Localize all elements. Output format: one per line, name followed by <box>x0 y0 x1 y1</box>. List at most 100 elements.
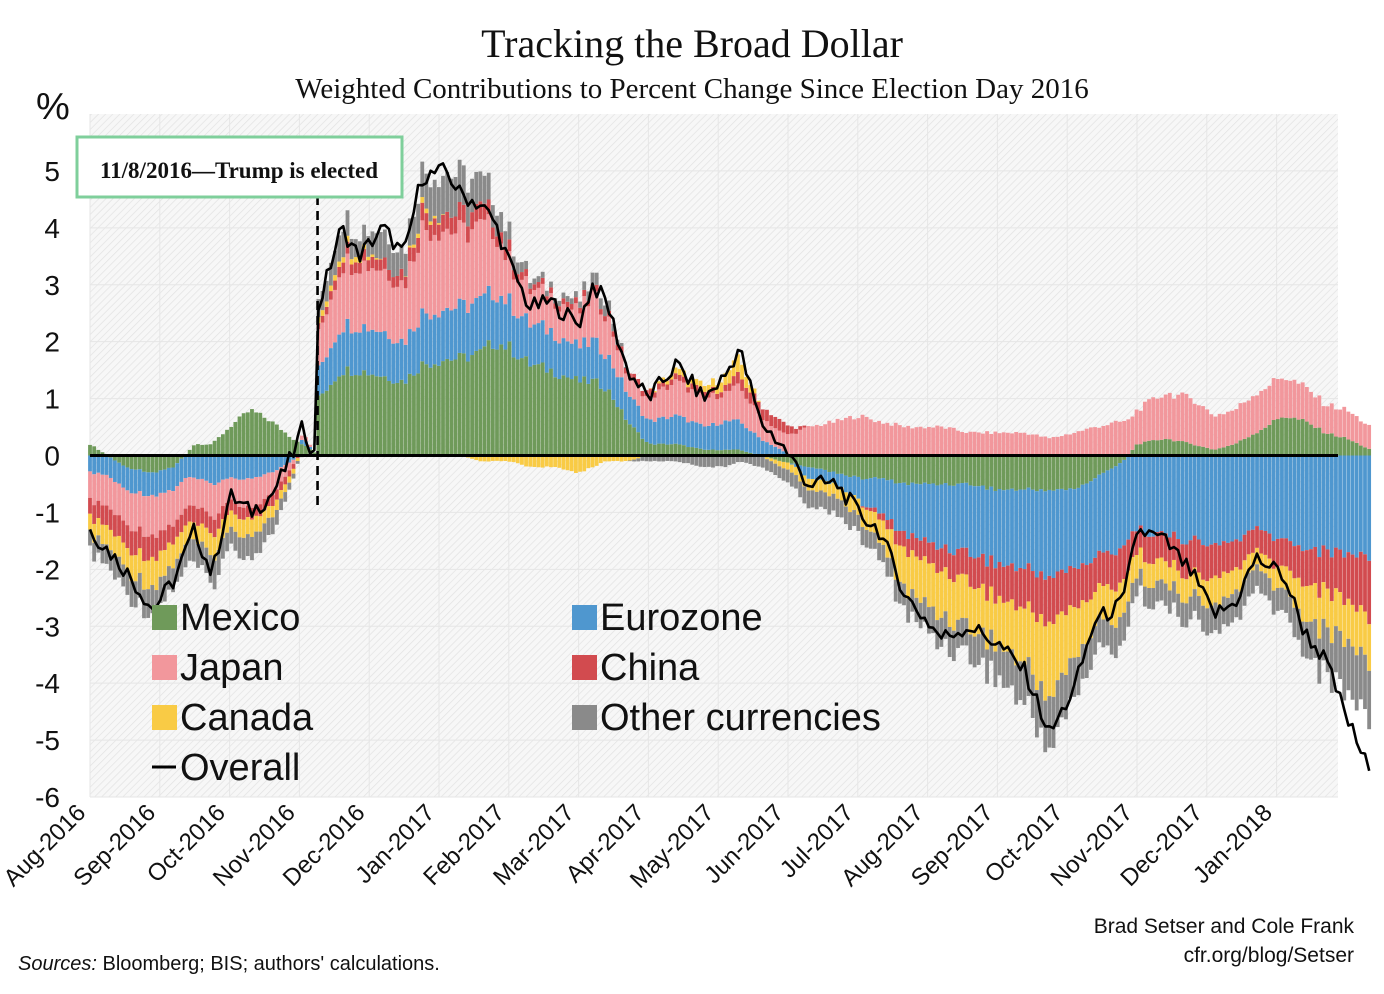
bar-segment-japan <box>528 294 533 328</box>
bar-segment-other-currencies <box>661 455 666 462</box>
bar-segment-mexico <box>466 361 470 456</box>
bar-segment-eurozone <box>702 426 707 450</box>
bar-segment-mexico <box>1342 436 1347 456</box>
bar-segment-china <box>528 288 533 295</box>
bar-segment-other-currencies <box>1047 696 1052 748</box>
bar-segment-canada <box>1309 585 1313 622</box>
bar-segment-canada <box>1039 614 1043 682</box>
bar-segment-other-currencies <box>968 634 973 665</box>
bar-segment-other-currencies <box>1026 657 1031 697</box>
bar-segment-canada <box>378 258 383 260</box>
bar-segment-eurozone <box>1084 483 1089 566</box>
bar-segment-mexico <box>731 449 736 456</box>
bar-segment-mexico <box>1055 455 1060 490</box>
bar-segment-mexico <box>843 455 848 476</box>
bar-segment-canada <box>270 506 275 518</box>
bar-segment-canada <box>711 378 715 387</box>
bar-segment-eurozone <box>395 343 400 383</box>
bar-segment-mexico <box>474 350 479 456</box>
bar-segment-canada <box>752 388 757 394</box>
bar-segment-other-currencies <box>960 617 965 646</box>
bar-segment-japan <box>171 491 175 527</box>
bar-segment-china <box>598 309 603 315</box>
bar-segment-canada <box>137 548 142 573</box>
bar-segment-canada <box>951 582 956 631</box>
bar-segment-other-currencies <box>1192 589 1197 611</box>
bar-segment-china <box>889 519 894 530</box>
bar-segment-japan <box>997 433 1002 456</box>
bar-segment-china <box>1051 578 1056 625</box>
bar-segment-other-currencies <box>507 221 512 240</box>
bar-segment-mexico <box>1363 447 1367 456</box>
bar-segment-other-currencies <box>731 455 736 464</box>
bar-segment-canada <box>295 458 300 462</box>
bar-segment-canada <box>993 603 998 652</box>
bar-segment-japan <box>320 322 325 362</box>
bar-segment-other-currencies <box>1196 596 1201 620</box>
bar-segment-other-currencies <box>441 175 445 215</box>
bar-segment-other-currencies <box>100 544 105 564</box>
bar-segment-eurozone <box>428 319 433 368</box>
bar-segment-china <box>910 533 915 551</box>
bar-segment-china <box>594 284 599 291</box>
bar-segment-japan <box>549 293 553 329</box>
bar-segment-eurozone <box>345 318 350 367</box>
bar-segment-japan <box>715 399 720 426</box>
bar-segment-china <box>1300 551 1305 587</box>
bar-segment-japan <box>893 422 898 456</box>
bar-segment-other-currencies <box>785 469 790 483</box>
bar-segment-japan <box>922 428 927 456</box>
bar-segment-china <box>221 506 225 520</box>
bar-segment-japan <box>445 228 450 308</box>
bar-segment-china <box>615 344 620 351</box>
bar-segment-japan <box>623 373 628 392</box>
bar-segment-eurozone <box>254 455 259 478</box>
bar-segment-china <box>1346 552 1351 599</box>
bar-segment-mexico <box>1242 438 1247 456</box>
bar-segment-other-currencies <box>241 537 246 561</box>
bar-segment-other-currencies <box>262 523 267 543</box>
bar-segment-japan <box>993 431 998 456</box>
bar-segment-japan <box>104 474 109 506</box>
bar-segment-china <box>287 470 292 477</box>
bar-segment-mexico <box>1026 455 1031 488</box>
bar-segment-eurozone <box>1205 455 1210 547</box>
bar-segment-china <box>1014 571 1019 611</box>
bar-segment-other-currencies <box>374 233 379 259</box>
bar-segment-canada <box>723 373 728 385</box>
bar-segment-mexico <box>777 455 782 461</box>
bar-segment-canada <box>744 376 749 388</box>
bar-segment-china <box>366 260 371 272</box>
bar-segment-canada <box>773 459 778 464</box>
bar-segment-other-currencies <box>283 492 288 502</box>
bar-segment-mexico <box>403 383 408 456</box>
bar-segment-mexico <box>544 372 549 456</box>
bar-segment-mexico <box>420 361 425 456</box>
bar-segment-eurozone <box>1010 488 1014 564</box>
bar-segment-china <box>200 507 205 524</box>
bar-segment-mexico <box>864 455 869 479</box>
bar-segment-mexico <box>370 374 375 456</box>
bar-segment-china <box>756 401 761 414</box>
bar-segment-canada <box>237 519 242 538</box>
bar-segment-japan <box>1350 413 1355 442</box>
bar-segment-mexico <box>831 455 836 472</box>
bar-segment-eurozone <box>1118 463 1122 549</box>
bar-segment-eurozone <box>374 331 379 377</box>
bar-segment-canada <box>939 571 944 618</box>
bar-segment-mexico <box>607 389 612 456</box>
bar-segment-other-currencies <box>993 651 998 688</box>
bar-segment-china <box>337 266 342 278</box>
bar-segment-eurozone <box>96 455 101 473</box>
bar-segment-eurozone <box>877 478 881 514</box>
bar-segment-china <box>1238 541 1243 570</box>
bar-segment-canada <box>823 481 827 493</box>
bar-segment-other-currencies <box>270 517 275 535</box>
bar-segment-canada <box>287 476 292 483</box>
bar-segment-china <box>578 307 582 314</box>
bar-segment-eurozone <box>432 314 437 365</box>
bar-segment-eurozone <box>1180 455 1185 545</box>
bar-segment-japan <box>507 251 512 294</box>
bar-segment-japan <box>1309 391 1313 425</box>
bar-segment-mexico <box>486 340 491 456</box>
